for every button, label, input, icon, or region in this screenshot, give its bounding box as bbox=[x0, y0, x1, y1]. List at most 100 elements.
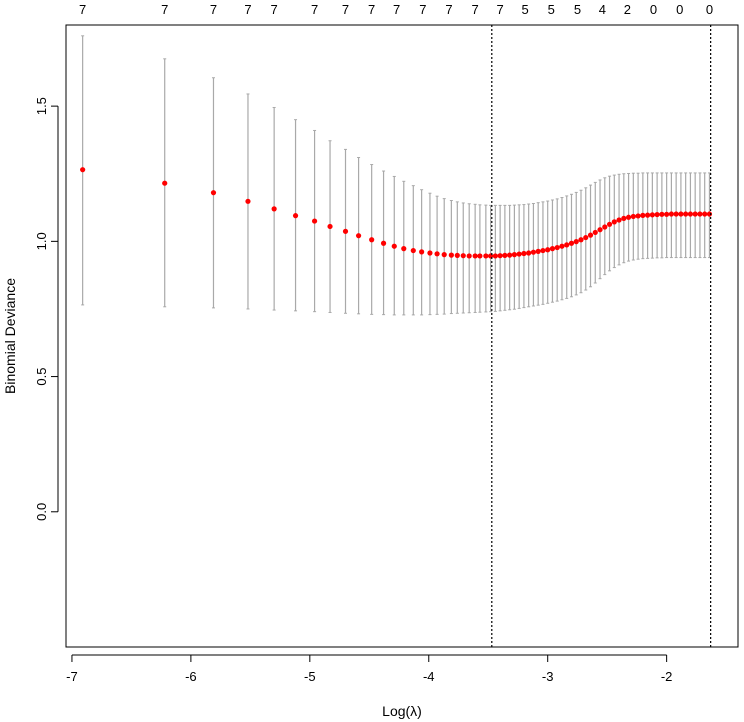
data-point bbox=[434, 251, 440, 257]
data-point bbox=[549, 246, 556, 252]
data-point bbox=[516, 251, 522, 257]
data-point bbox=[507, 252, 513, 258]
top-count-label: 7 bbox=[445, 2, 452, 17]
x-tick-label: -7 bbox=[66, 669, 78, 684]
data-point bbox=[635, 213, 641, 219]
y-tick-label: 1.5 bbox=[34, 97, 49, 115]
data-point bbox=[521, 250, 527, 257]
data-point bbox=[587, 232, 594, 238]
data-point bbox=[401, 246, 407, 252]
data-point bbox=[502, 252, 508, 259]
data-point bbox=[410, 247, 416, 254]
top-count-label: 7 bbox=[244, 2, 251, 17]
data-point bbox=[568, 240, 575, 246]
data-point bbox=[659, 211, 665, 217]
x-tick-label: -5 bbox=[304, 669, 316, 684]
x-axis-title: Log(λ) bbox=[382, 703, 422, 719]
top-count-label: 7 bbox=[472, 2, 479, 17]
x-tick-label: -6 bbox=[185, 669, 197, 684]
top-count-label: 0 bbox=[650, 2, 657, 17]
data-point bbox=[477, 253, 483, 259]
data-point bbox=[488, 253, 494, 259]
y-tick-label: 0.5 bbox=[34, 368, 49, 386]
data-point bbox=[578, 237, 584, 243]
data-point bbox=[466, 253, 472, 259]
data-points bbox=[80, 167, 713, 259]
top-count-label: 2 bbox=[624, 2, 631, 17]
data-point bbox=[649, 212, 655, 218]
data-point bbox=[654, 211, 660, 218]
error-bars bbox=[81, 35, 711, 316]
data-point bbox=[327, 223, 333, 230]
data-point bbox=[460, 253, 466, 259]
x-tick-label: -2 bbox=[661, 669, 673, 684]
data-point bbox=[564, 242, 570, 248]
data-point bbox=[526, 250, 532, 256]
data-point bbox=[419, 249, 425, 255]
data-point bbox=[664, 211, 670, 217]
top-count-label: 7 bbox=[393, 2, 400, 17]
data-point bbox=[611, 219, 617, 225]
data-point bbox=[472, 253, 478, 259]
top-count-label: 7 bbox=[210, 2, 217, 17]
data-point bbox=[625, 214, 632, 220]
data-point bbox=[540, 247, 546, 254]
data-point bbox=[80, 167, 86, 173]
data-point bbox=[511, 251, 517, 258]
data-point bbox=[602, 224, 608, 230]
data-point bbox=[535, 248, 541, 254]
data-point bbox=[673, 211, 679, 217]
data-point bbox=[592, 229, 598, 236]
data-point bbox=[645, 212, 651, 218]
top-axis-counts: 7 7 7 7 7 7 7 7 7 7 7 7 7 5 5 5 4 2 0 0 0 bbox=[79, 2, 713, 17]
top-count-label: 4 bbox=[599, 2, 606, 17]
top-count-label: 0 bbox=[706, 2, 713, 17]
data-point bbox=[678, 211, 684, 217]
top-count-label: 7 bbox=[161, 2, 168, 17]
reference-lines bbox=[491, 25, 712, 647]
data-point bbox=[702, 211, 708, 217]
data-point bbox=[271, 206, 277, 212]
data-point bbox=[427, 250, 433, 256]
data-point bbox=[606, 221, 613, 227]
data-point bbox=[583, 234, 589, 241]
data-point bbox=[706, 211, 713, 217]
data-point bbox=[683, 211, 689, 217]
data-point bbox=[616, 217, 622, 223]
x-tick-label: -4 bbox=[423, 669, 435, 684]
data-point bbox=[692, 211, 698, 217]
data-point bbox=[497, 253, 503, 259]
top-count-label: 7 bbox=[419, 2, 426, 17]
data-point bbox=[545, 247, 551, 253]
y-tick-label: 1.0 bbox=[34, 232, 49, 250]
top-count-label: 7 bbox=[342, 2, 349, 17]
data-point bbox=[454, 252, 460, 259]
y-axis-title: Binomial Deviance bbox=[2, 278, 18, 394]
data-point bbox=[687, 211, 694, 217]
top-count-label: 7 bbox=[79, 2, 86, 17]
data-point bbox=[391, 243, 397, 249]
y-tick-label: 0.0 bbox=[34, 503, 49, 521]
data-point bbox=[597, 227, 603, 233]
data-point bbox=[355, 233, 362, 239]
data-point bbox=[530, 249, 537, 255]
data-point bbox=[483, 253, 489, 259]
top-count-label: 7 bbox=[497, 2, 504, 17]
x-tick-label: -3 bbox=[542, 669, 554, 684]
data-point bbox=[441, 251, 447, 258]
x-axis: -7 -6 -5 -4 -3 -2 bbox=[66, 654, 673, 684]
top-count-label: 5 bbox=[521, 2, 528, 17]
data-point bbox=[621, 215, 627, 221]
data-point bbox=[492, 253, 498, 259]
data-point bbox=[342, 228, 349, 234]
data-point bbox=[630, 213, 636, 220]
data-point bbox=[292, 213, 299, 219]
data-point bbox=[245, 198, 251, 204]
top-count-label: 0 bbox=[676, 2, 683, 17]
top-count-label: 5 bbox=[548, 2, 555, 17]
top-count-label: 5 bbox=[574, 2, 581, 17]
data-point bbox=[573, 239, 579, 245]
data-point bbox=[210, 190, 217, 196]
data-point bbox=[311, 218, 318, 224]
